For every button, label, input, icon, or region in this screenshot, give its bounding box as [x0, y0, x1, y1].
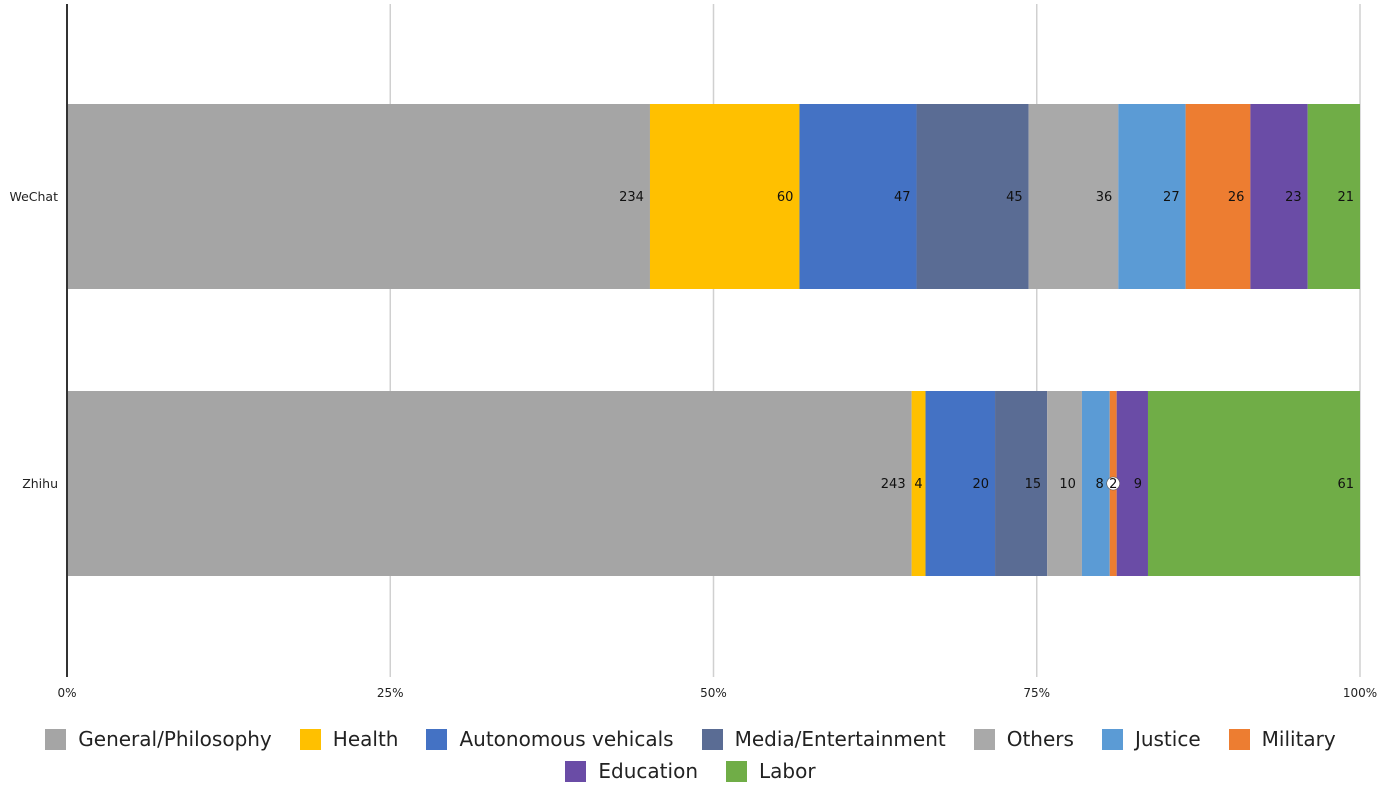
legend: General/Philosophy Health Autonomous vehic… [0, 726, 1381, 784]
x-tick-label: 0% [57, 686, 76, 700]
legend-swatch [299, 728, 321, 750]
data-label: 61 [1337, 477, 1354, 492]
legend-label: Autonomous vehicals [459, 727, 674, 751]
bar-segment [1081, 391, 1110, 576]
bar-segment [995, 391, 1048, 576]
bar-segment [1047, 391, 1082, 576]
bar-segment [1116, 391, 1148, 576]
legend-swatch [701, 728, 723, 750]
x-tick-label: 25% [377, 686, 404, 700]
legend-swatch [973, 728, 995, 750]
data-label: 2 [1109, 477, 1117, 492]
data-label: 21 [1337, 190, 1354, 205]
data-label: 4 [914, 477, 922, 492]
data-label: 9 [1134, 477, 1142, 492]
legend-label: Military [1261, 727, 1336, 751]
data-label: 23 [1285, 190, 1302, 205]
legend-label: Media/Entertainment [734, 727, 946, 751]
x-tick-label: 75% [1023, 686, 1050, 700]
legend-swatch [45, 728, 67, 750]
bar-segment [1185, 104, 1251, 289]
data-label: 27 [1163, 190, 1180, 205]
legend-label: Justice [1134, 727, 1201, 751]
legend-item: Justice [1101, 726, 1201, 752]
bar-segment [1147, 391, 1360, 576]
bar-segment [799, 104, 917, 289]
legend-item: Education [565, 758, 698, 784]
bar-segment [1307, 104, 1360, 289]
bar-segment [925, 391, 996, 576]
legend-item: Media/Entertainment [701, 726, 946, 752]
bar-segment [67, 104, 650, 289]
legend-swatch [1228, 728, 1250, 750]
legend-item: Autonomous vehicals [426, 726, 674, 752]
legend-label: Education [598, 759, 698, 783]
data-label-bubble [1106, 476, 1121, 491]
bar-segment [1028, 104, 1119, 289]
data-label: 36 [1096, 190, 1113, 205]
x-tick-label: 100% [1343, 686, 1377, 700]
data-label: 60 [777, 190, 794, 205]
bar-segment [916, 104, 1029, 289]
legend-item: Labor [726, 758, 816, 784]
legend-item: Others [973, 726, 1074, 752]
legend-label: Health [332, 727, 399, 751]
bar-segment [911, 391, 926, 576]
legend-item: General/Philosophy [45, 726, 272, 752]
data-label: 8 [1095, 477, 1103, 492]
bar-segment [1250, 104, 1308, 289]
legend-item: Military [1228, 726, 1336, 752]
legend-label: General/Philosophy [78, 727, 272, 751]
legend-swatch [426, 728, 448, 750]
legend-swatch [726, 760, 747, 782]
data-label: 10 [1059, 477, 1076, 492]
bar-segment [67, 391, 912, 576]
x-tick-label: 50% [700, 686, 727, 700]
legend-swatch [565, 760, 587, 782]
data-label: 20 [972, 477, 989, 492]
legend-label: Labor [759, 759, 816, 783]
legend-swatch [1101, 728, 1123, 750]
bar-segment [1118, 104, 1186, 289]
data-label: 243 [881, 477, 906, 492]
stacked-bar-chart: 0% 25% 50% 75% 100% 234 60 47 45 36 27 26 23 21 WeChat… [9, 4, 1377, 700]
bar-segment [649, 104, 800, 289]
category-label: WeChat [9, 189, 58, 204]
data-label: 234 [619, 190, 644, 205]
data-label: 15 [1025, 477, 1042, 492]
data-label: 26 [1228, 190, 1245, 205]
category-label: Zhihu [22, 476, 58, 491]
data-label: 47 [894, 190, 911, 205]
legend-item: Health [299, 726, 399, 752]
legend-label: Others [1006, 727, 1074, 751]
data-label: 45 [1006, 190, 1023, 205]
